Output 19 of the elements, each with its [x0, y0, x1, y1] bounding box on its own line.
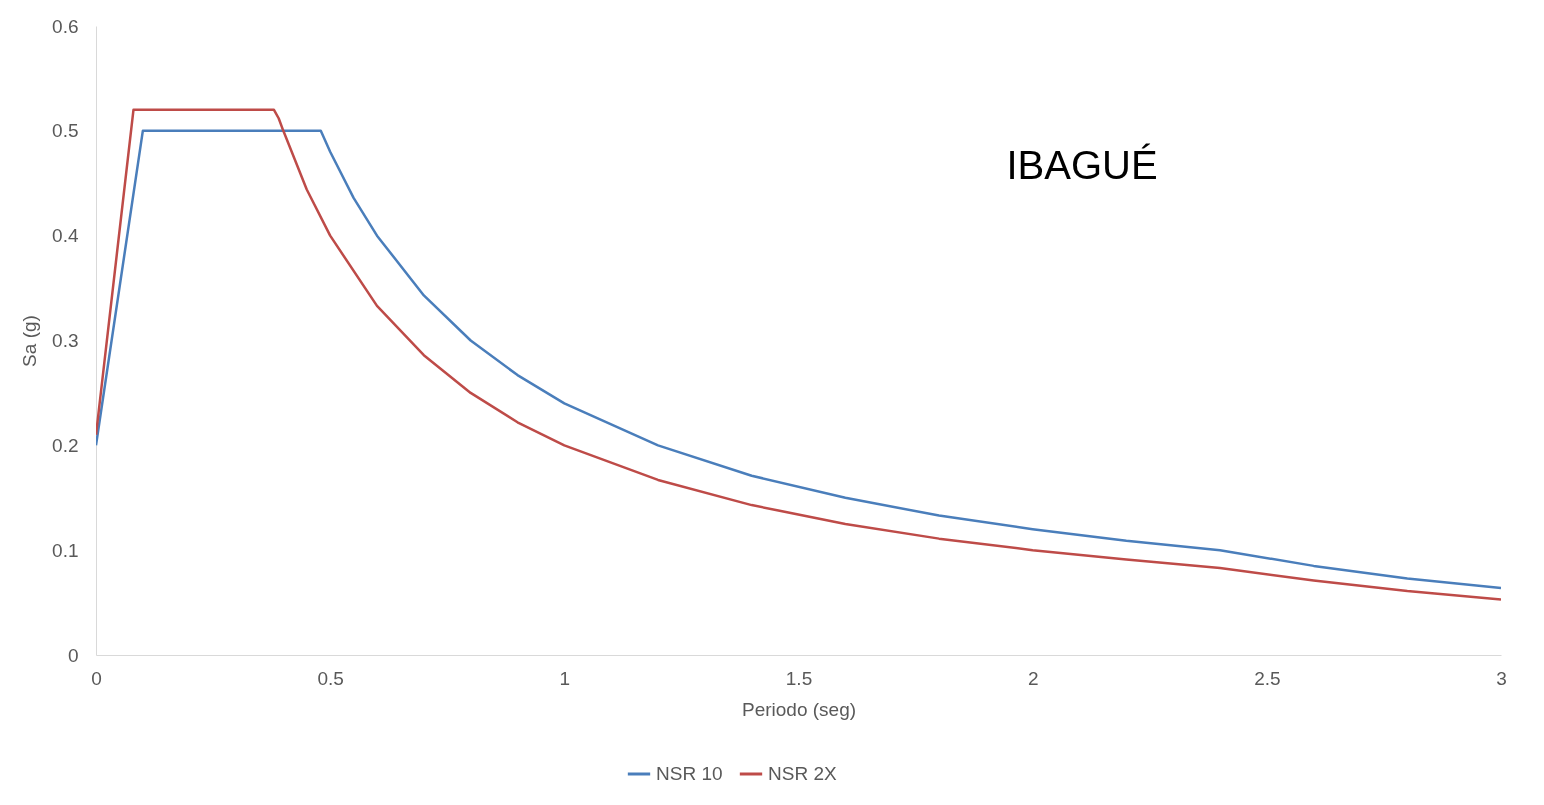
x-tick-label: 2.5 — [1254, 667, 1281, 689]
x-axis-title: Periodo (seg) — [741, 698, 857, 720]
y-tick-label: 0.3 — [52, 330, 79, 351]
y-tick-label: 0.5 — [52, 120, 79, 142]
y-tick-label: 0.2 — [52, 434, 79, 456]
y-tick-label: 0.4 — [52, 225, 79, 247]
x-tick-label: 0.5 — [317, 667, 344, 689]
y-tick-label: 0.1 — [52, 539, 79, 561]
y-axis-title: Sa (g) — [19, 315, 41, 367]
x-tick-label: 1.5 — [785, 667, 813, 689]
legend-label: NSR 2X — [768, 763, 837, 784]
y-tick-label: 0.6 — [52, 15, 79, 37]
x-tick-label: 0 — [91, 667, 102, 689]
x-tick-label: 1 — [559, 667, 571, 689]
legend-label: NSR 10 — [656, 763, 723, 784]
x-tick-label: 3 — [1496, 667, 1507, 689]
x-tick-label: 2 — [1027, 667, 1039, 689]
annotation: IBAGUÉ — [1006, 143, 1158, 187]
y-tick-label: 0 — [67, 644, 79, 666]
